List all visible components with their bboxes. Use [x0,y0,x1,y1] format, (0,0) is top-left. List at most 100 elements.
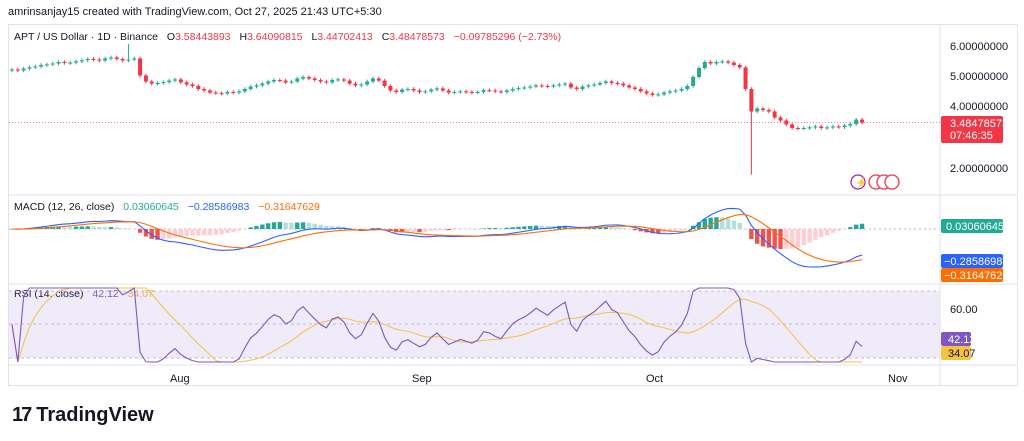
candle-body [196,86,201,89]
macd-hist-bar [248,227,253,229]
macd-hist-bar [102,227,108,229]
macd-hist-bar [504,227,510,229]
candle-body [446,90,451,93]
macd-hist-bar [254,225,259,229]
macd-lines [11,207,863,268]
macd-hist-bar [289,222,294,229]
macd-signal-axis-label: −0.31647629 [944,270,1009,282]
last-price-label-bg [941,116,1003,143]
macd-hist-bar [545,225,550,229]
macd-hist-bar [172,229,178,238]
macd-hist-bar [673,229,678,232]
candle-body [27,67,32,69]
candle-body [382,80,387,86]
candle-body [708,62,713,64]
macd-hist-bar [126,228,131,230]
macd-hist-bar [685,228,690,230]
rsi-ma-line [11,287,862,363]
candle-body [685,86,690,89]
rsi-title[interactable]: RSI (14, close) [14,288,84,300]
candle-body [219,93,224,95]
macd-hist-bar [97,227,102,229]
macd-hist-bar [737,222,742,229]
macd-hist-bar [836,229,841,231]
candle-body [167,80,172,83]
symbol-label[interactable]: APT / US Dollar · 1D · Binance [14,31,158,43]
candle-body [493,90,498,92]
tradingview-wordmark: TradingView [36,404,154,426]
macd-hist-bar [842,229,847,230]
macd-hist-bar [446,229,451,231]
candle-body [499,91,504,93]
candle-body [644,91,649,94]
candle-body [673,90,678,92]
candle-body [691,77,696,86]
ohlc-low: L3.44702413 [311,31,373,43]
macd-hist-bar [859,223,865,229]
tradingview-logo[interactable]: 17 TradingView [12,404,154,427]
macd-hist-bar [463,229,469,230]
macd-signal-label-bg [941,268,1003,282]
macd-hist-bar [807,229,812,243]
macd-hist-bar [300,222,306,229]
candle-body [353,83,358,86]
macd-hist-bar [516,226,521,229]
candle-body [417,90,422,92]
candle-body [231,92,236,93]
candle-body [289,81,294,83]
candle-body [772,111,777,118]
candle-body [487,90,492,92]
candle-body [254,85,259,87]
candle-body [609,81,614,83]
macd-hist-bar [597,227,603,229]
price-tick-4: 4.00000000 [950,101,1008,113]
candle-body [97,59,102,61]
macd-line [11,207,863,268]
macd-hist-bar [784,229,789,249]
candle-body [207,90,212,93]
macd-hist-bar [638,229,643,232]
macd-hist-bar [527,226,533,229]
rsi-axis-label: 42.12 [948,334,976,346]
candle-body [778,117,783,121]
candle-body [394,90,399,92]
macd-hist-bar [714,217,719,229]
candle-body [85,59,90,61]
macd-hist-axis-label: 0.03060645 [946,221,1004,233]
candle-body [114,57,119,59]
candle-body [330,80,335,83]
candle-body [202,89,207,91]
candle-body [295,78,300,82]
macd-hist-bar [493,228,498,229]
candle-body [598,83,603,85]
candle-body [696,68,701,77]
macd-signal-value: −0.31647629 [258,201,320,213]
candle-body [720,61,725,63]
rsi-ma-axis-label: 34.07 [948,348,976,360]
lightning-event-icon[interactable] [850,174,866,190]
flag-event-icon-3[interactable] [884,174,900,190]
candle-body [819,126,824,128]
candle-body [370,78,375,82]
last-price-label: 3.48478573 [950,118,1008,130]
ohlc-close: C3.48478573 [381,31,445,43]
candle-body [248,86,253,89]
rsi-tick-60: 60.00 [950,304,978,316]
macd-hist-bar [56,226,61,229]
candle-body [39,65,44,67]
macd-hist-bar [428,229,434,232]
candle-body [405,89,410,90]
macd-hist-label-bg [941,219,1003,233]
macd-hist-bar [795,229,801,248]
macd-hist-bar [510,227,515,229]
candle-body [836,126,841,128]
candle-body [108,57,113,59]
macd-hist-bar [481,228,486,229]
macd-hist-bar [399,229,405,233]
macd-title[interactable]: MACD (12, 26, close) [14,201,115,213]
macd-hist-bar [621,228,626,229]
chart-frame [8,24,1018,386]
candle-body [435,88,439,90]
macd-hist-bar [615,227,620,229]
